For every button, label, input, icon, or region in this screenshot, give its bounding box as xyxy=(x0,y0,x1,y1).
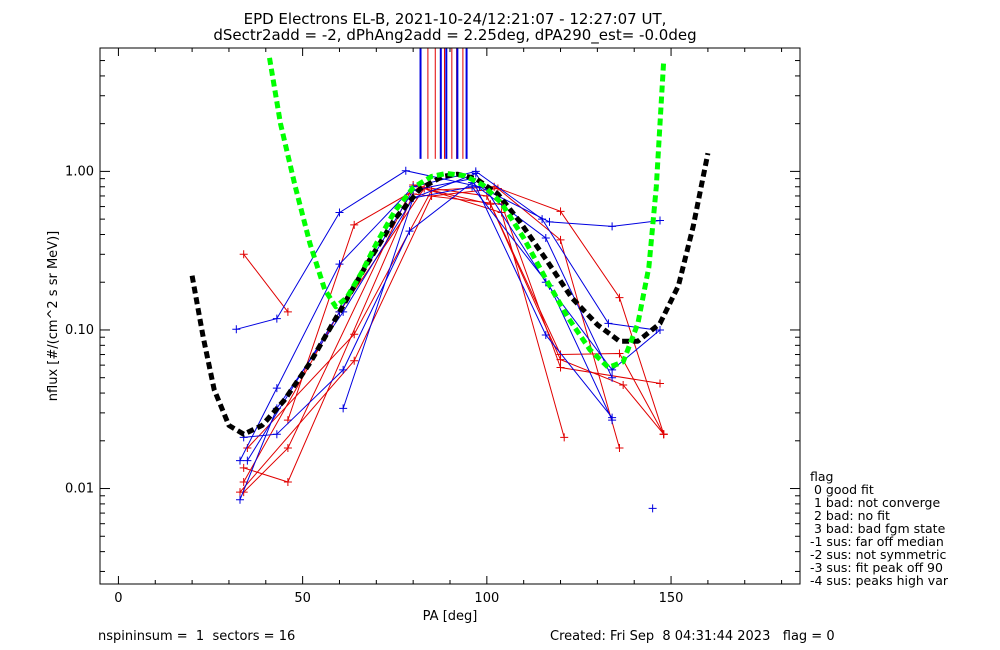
footer-left: nspininsum = 1 sectors = 16 xyxy=(98,629,295,644)
blue-point xyxy=(545,217,554,226)
legend-item: -4 sus: peaks high var xyxy=(810,573,949,588)
red-point xyxy=(556,355,565,364)
plot-frame xyxy=(99,47,801,585)
red-point xyxy=(556,363,565,372)
red-point xyxy=(239,250,248,259)
plot-content xyxy=(189,48,711,513)
legend-item: 1 bad: not converge xyxy=(810,495,940,510)
blue-line xyxy=(342,186,613,421)
y-axis: 0.01 0.10 1.00 xyxy=(65,47,800,572)
y-tick-label: 0.10 xyxy=(65,323,94,338)
legend-item: -3 sus: fit peak off 90 xyxy=(810,560,943,575)
y-tick-label: 0.01 xyxy=(65,482,94,497)
x-tick-label: 50 xyxy=(294,591,311,606)
red-point xyxy=(615,444,624,453)
x-tick-label: 100 xyxy=(474,591,499,606)
legend: flag 0 good fit 1 bad: not converge 2 ba… xyxy=(810,469,949,588)
blue-point xyxy=(272,430,281,439)
blue-point xyxy=(232,325,241,334)
red-point xyxy=(615,349,624,358)
blue-point xyxy=(335,260,344,269)
red-line xyxy=(243,184,565,493)
blue-point xyxy=(243,456,252,465)
blue-point xyxy=(541,234,550,243)
red-point xyxy=(615,293,624,302)
red-point xyxy=(659,430,668,439)
blue-point xyxy=(335,208,344,217)
red-point xyxy=(656,379,664,388)
blue-point xyxy=(468,182,477,191)
blue-point xyxy=(401,166,410,175)
blue-series xyxy=(243,174,617,465)
red-point xyxy=(427,191,436,200)
red-point xyxy=(497,208,506,217)
red-line xyxy=(243,253,289,313)
chart-subtitle: dSectr2add = -2, dPhAng2add = 2.25deg, d… xyxy=(213,26,696,45)
x-axis: 0 50 100 150 xyxy=(114,48,783,606)
blue-point xyxy=(608,373,617,382)
blue-point xyxy=(272,384,281,393)
chart-title: EPD Electrons EL-B, 2021-10-24/12:21:07 … xyxy=(244,10,667,28)
x-axis-label: PA [deg] xyxy=(423,609,478,624)
blue-line xyxy=(239,170,657,461)
blue-series xyxy=(648,504,657,513)
legend-item: 3 bad: bad fgm state xyxy=(810,521,946,536)
blue-point xyxy=(272,314,281,323)
black-fit-curve xyxy=(189,152,711,437)
blue-point xyxy=(471,169,480,178)
blue-series xyxy=(239,178,617,442)
x-tick-label: 150 xyxy=(659,591,684,606)
y-tick-label: 1.00 xyxy=(65,164,94,179)
blue-line xyxy=(243,181,613,438)
plot-area xyxy=(189,48,711,513)
blue-point xyxy=(236,456,244,465)
blue-point xyxy=(339,365,348,374)
blue-point xyxy=(604,319,613,328)
footer-right: Created: Fri Sep 8 04:31:44 2023 flag = … xyxy=(550,629,835,644)
legend-item: -2 sus: not symmetric xyxy=(810,547,946,562)
red-point xyxy=(283,444,292,453)
red-point xyxy=(239,477,248,486)
red-point xyxy=(239,463,248,472)
blue-point xyxy=(541,330,550,339)
blue-point xyxy=(236,495,244,504)
blue-point xyxy=(405,227,414,236)
legend-item: -1 sus: far off median xyxy=(810,534,944,549)
blue-point xyxy=(656,325,664,334)
red-point xyxy=(283,307,292,316)
blue-point xyxy=(608,416,617,425)
blue-line xyxy=(236,170,661,330)
red-series xyxy=(239,190,664,486)
red-point xyxy=(350,330,359,339)
red-series xyxy=(239,250,292,316)
red-series xyxy=(236,184,624,497)
red-point xyxy=(556,207,565,216)
legend-item: 2 bad: no fit xyxy=(810,508,890,523)
red-point xyxy=(283,477,292,486)
red-point xyxy=(556,235,565,244)
blue-point xyxy=(648,504,657,513)
legend-item: 0 good fit xyxy=(810,482,874,497)
blue-point xyxy=(339,404,348,413)
x-tick-label: 0 xyxy=(114,591,122,606)
red-point xyxy=(619,380,628,389)
red-point xyxy=(350,220,359,229)
blue-point xyxy=(608,222,617,231)
y-axis-label: nflux [#/(cm^2 s sr MeV)] xyxy=(46,231,61,401)
blue-point xyxy=(656,216,664,225)
blue-point xyxy=(538,215,547,224)
red-line xyxy=(243,193,661,483)
red-point xyxy=(560,433,569,442)
red-point xyxy=(350,356,359,365)
legend-header: flag xyxy=(810,469,833,484)
red-point xyxy=(486,200,495,209)
red-line xyxy=(239,187,620,493)
